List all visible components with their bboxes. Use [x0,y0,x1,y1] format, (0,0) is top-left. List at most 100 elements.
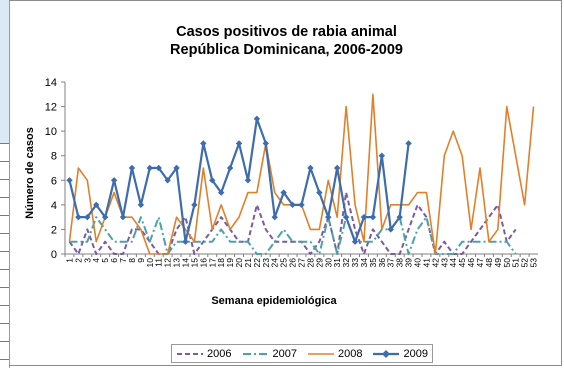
y-axis-label: Número de casos [24,127,36,219]
x-tick-label: 11 [154,258,164,267]
x-tick-label: 9 [136,258,146,263]
x-tick-label: 33 [350,258,360,268]
x-tick-label: 29 [314,258,324,268]
x-tick-label: 39 [404,258,414,268]
x-tick-label: 8 [127,258,137,263]
series-line-2009 [68,117,410,243]
x-tick-label: 23 [261,258,271,268]
series-point-2009 [173,164,180,172]
x-tick-label: 26 [288,258,298,268]
x-tick-label: 22 [252,258,262,268]
series-point-2009 [325,213,332,221]
series-point-2009 [164,177,171,184]
y-tick-label: 6 [51,175,57,187]
x-tick-label: 38 [395,258,405,268]
series-point-2009 [307,164,314,172]
series-point-2009 [244,177,252,184]
row-line [0,161,9,162]
series-point-2009 [66,177,73,184]
legend-swatch-2006 [177,352,204,355]
chart-title-line1: Casos positivos de rabia animal [176,24,397,40]
x-tick-label: 16 [198,258,208,268]
legend-swatch-2008 [308,352,334,355]
x-tick-label: 40 [413,258,423,268]
x-axis-label: Semana epidemiológica [211,295,337,307]
legend-label: 2009 [403,347,428,360]
series-point-2009 [298,201,305,209]
x-tick-label: 19 [225,258,235,268]
legend-item-2007: 2007 [242,348,297,360]
x-tick-label: 7 [118,258,128,263]
y-tick-label: 10 [45,126,57,138]
x-tick-label: 44 [448,258,458,268]
y-tick-label: 0 [51,249,57,261]
legend-item-2008: 2008 [307,348,362,360]
series-point-2009 [405,140,412,147]
series-point-2009 [387,226,394,233]
x-tick-label: 31 [332,258,342,268]
series-point-2009 [289,201,296,209]
series-point-2009 [262,140,270,147]
x-tick-label: 18 [216,258,226,268]
series-point-2009 [360,213,368,221]
y-tick-label: 12 [45,102,57,114]
y-tick-label: 14 [45,77,57,89]
legend-swatch-2009 [373,349,400,358]
row-line [0,251,9,252]
x-tick-label: 35 [368,258,378,268]
series-point-2009 [271,213,278,221]
series-point-2009 [396,213,403,221]
series-line-2006 [68,191,517,255]
series-point-2009 [235,140,243,147]
x-tick-label: 27 [297,258,307,268]
spreadsheet-edge-panel [0,0,10,368]
chart-title-line2: República Dominicana, 2006-2009 [170,42,403,58]
row-line [0,305,9,306]
series-point-2009 [110,177,118,184]
series-point-2009 [191,201,198,209]
row-line [0,341,9,342]
x-tick-label: 36 [377,258,387,268]
x-tick-label: 4 [91,258,101,263]
row-line [0,359,9,360]
x-tick-label: 30 [323,258,333,268]
row-line [0,197,9,198]
legend-label: 2008 [338,347,363,360]
x-tick-label: 42 [430,258,440,268]
series-point-2009 [351,238,359,245]
series-point-2009 [316,189,323,196]
x-tick-label: 41 [421,258,431,268]
x-tick-label: 28 [305,258,315,268]
series-point-2009 [119,213,127,221]
x-tick-label: 46 [466,258,476,268]
x-tick-label: 48 [484,258,494,268]
x-tick-label: 6 [109,258,119,263]
x-tick-label: 37 [386,258,396,268]
x-tick-label: 43 [439,258,449,268]
series-point-2009 [182,238,189,245]
row-line [0,233,9,234]
series-point-2009 [333,164,341,172]
legend-label: 2007 [272,347,297,360]
x-tick-label: 2 [73,258,83,263]
row-line [0,287,9,288]
row-line [0,215,9,216]
x-tick-label: 10 [145,258,155,268]
chart-frame [9,0,562,366]
x-tick-label: 1 [64,258,74,263]
series-point-2009 [137,201,145,209]
x-tick-label: 45 [457,258,467,268]
series-point-2009 [93,201,100,209]
x-tick-label: 15 [189,258,199,268]
row-line [0,269,9,270]
y-tick-label: 8 [51,151,57,163]
x-tick-label: 21 [243,258,253,268]
series-point-2009 [342,213,350,221]
x-tick-label: 20 [234,258,244,268]
y-tick-label: 4 [51,200,57,212]
legend-swatch-2007 [242,352,269,355]
series-point-2009 [253,115,261,123]
y-tick-label: 2 [51,224,57,236]
series-point-2009 [84,213,91,221]
